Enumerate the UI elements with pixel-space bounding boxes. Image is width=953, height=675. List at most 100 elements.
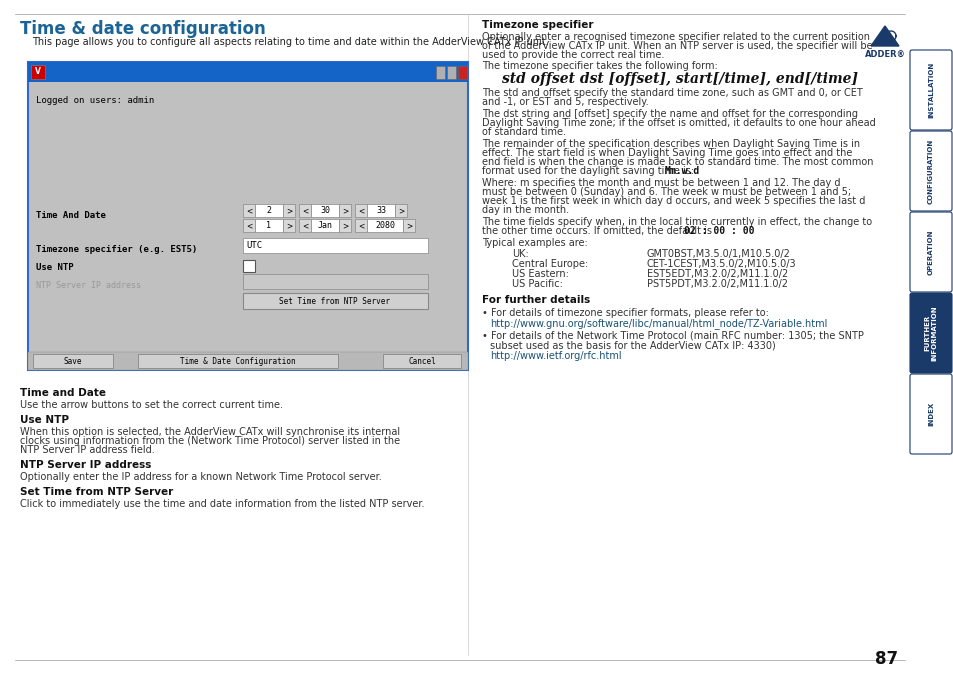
Text: Optionally enter the IP address for a known Network Time Protocol server.: Optionally enter the IP address for a kn… <box>20 472 381 482</box>
Bar <box>367 219 402 232</box>
Text: >: > <box>286 221 292 230</box>
Bar <box>33 354 112 368</box>
Bar <box>243 219 254 232</box>
Bar <box>382 354 460 368</box>
Text: <: < <box>357 221 364 230</box>
Text: Cancel: Cancel <box>408 356 436 365</box>
Text: The remainder of the specification describes when Daylight Saving Time is in: The remainder of the specification descr… <box>481 139 860 149</box>
Bar <box>355 204 367 217</box>
Bar <box>457 66 467 79</box>
Bar <box>30 65 45 79</box>
Text: UK:: UK: <box>512 249 528 259</box>
Bar <box>28 62 468 370</box>
Text: Central Europe:: Central Europe: <box>512 259 588 269</box>
Text: 1: 1 <box>266 221 272 230</box>
Text: >: > <box>405 221 412 230</box>
FancyBboxPatch shape <box>909 131 951 211</box>
Bar <box>283 219 294 232</box>
Text: Logged on users: admin: Logged on users: admin <box>36 96 154 105</box>
Bar <box>338 219 351 232</box>
Text: 87: 87 <box>874 650 897 668</box>
Text: subset used as the basis for the AdderView CATx IP: 4330): subset used as the basis for the AdderVi… <box>490 341 775 351</box>
Text: Save: Save <box>64 356 82 365</box>
Bar <box>243 293 428 309</box>
Text: Jan: Jan <box>317 221 333 230</box>
Text: http://www.ietf.org/rfc.html: http://www.ietf.org/rfc.html <box>490 351 621 361</box>
Polygon shape <box>870 26 898 46</box>
Text: Time and Date: Time and Date <box>20 388 106 398</box>
Text: Timezone specifier (e.g. EST5): Timezone specifier (e.g. EST5) <box>36 246 197 254</box>
Text: Click to immediately use the time and date information from the listed NTP serve: Click to immediately use the time and da… <box>20 499 424 509</box>
Bar <box>395 204 407 217</box>
Text: Set Time from NTP Server: Set Time from NTP Server <box>279 296 390 306</box>
Text: The std and offset specify the standard time zone, such as GMT and 0, or CET: The std and offset specify the standard … <box>481 88 862 98</box>
Text: UTC: UTC <box>246 241 262 250</box>
Bar <box>402 219 415 232</box>
Text: US Eastern:: US Eastern: <box>512 269 568 279</box>
Text: std offset dst [offset], start[/time], end[/time]: std offset dst [offset], start[/time], e… <box>501 72 858 86</box>
Text: >: > <box>341 221 348 230</box>
Text: must be between 0 (Sunday) and 6. The week w must be between 1 and 5;: must be between 0 (Sunday) and 6. The we… <box>481 187 850 197</box>
Text: OPERATION: OPERATION <box>927 230 933 275</box>
Text: The dst string and [offset] specify the name and offset for the corresponding: The dst string and [offset] specify the … <box>481 109 857 119</box>
Text: of the AdderView CATx IP unit. When an NTP server is used, the specifier will be: of the AdderView CATx IP unit. When an N… <box>481 41 872 51</box>
Text: CONFIGURATION: CONFIGURATION <box>927 138 933 204</box>
Text: >: > <box>397 206 404 215</box>
Text: GMT0BST,M3.5.0/1,M10.5.0/2: GMT0BST,M3.5.0/1,M10.5.0/2 <box>646 249 790 259</box>
Text: Use NTP: Use NTP <box>20 415 69 425</box>
Bar <box>243 260 254 272</box>
Bar <box>436 66 444 79</box>
Bar <box>367 204 395 217</box>
Text: INSTALLATION: INSTALLATION <box>927 62 933 118</box>
FancyBboxPatch shape <box>909 212 951 292</box>
Text: NTP Server IP address: NTP Server IP address <box>20 460 152 470</box>
Text: PST5PDT,M3.2.0/2,M11.1.0/2: PST5PDT,M3.2.0/2,M11.1.0/2 <box>646 279 787 289</box>
Text: 2: 2 <box>266 206 272 215</box>
Text: ADDER®: ADDER® <box>863 50 904 59</box>
Bar <box>311 219 338 232</box>
FancyBboxPatch shape <box>909 374 951 454</box>
Text: 33: 33 <box>375 206 386 215</box>
Text: Mm.w.d: Mm.w.d <box>663 166 699 176</box>
Bar <box>447 66 456 79</box>
Text: Time And Date: Time And Date <box>36 211 106 219</box>
Text: NTP Server IP address: NTP Server IP address <box>36 281 141 290</box>
FancyBboxPatch shape <box>909 50 951 130</box>
Text: For further details: For further details <box>481 295 590 305</box>
Text: The time fields specify when, in the local time currently in effect, the change : The time fields specify when, in the loc… <box>481 217 871 227</box>
Bar <box>138 354 337 368</box>
Bar <box>243 204 254 217</box>
Text: 02 : 00 : 00: 02 : 00 : 00 <box>684 226 754 236</box>
Text: Set Time from NTP Server: Set Time from NTP Server <box>20 487 173 497</box>
Bar <box>311 204 338 217</box>
Bar <box>355 219 367 232</box>
Text: Time & date configuration: Time & date configuration <box>20 20 266 38</box>
Text: This page allows you to configure all aspects relating to time and date within t: This page allows you to configure all as… <box>32 37 548 47</box>
Bar <box>243 238 428 253</box>
Text: >: > <box>341 206 348 215</box>
Text: • For details of the Network Time Protocol (main RFC number: 1305; the SNTP: • For details of the Network Time Protoc… <box>481 331 863 341</box>
Text: <: < <box>246 221 252 230</box>
Text: end field is when the change is made back to standard time. The most common: end field is when the change is made bac… <box>481 157 873 167</box>
Text: day in the month.: day in the month. <box>481 205 569 215</box>
Text: Daylight Saving Time zone; if the offset is omitted, it defaults to one hour ahe: Daylight Saving Time zone; if the offset… <box>481 118 875 128</box>
Text: Time & Date Configuration: Time & Date Configuration <box>180 356 295 365</box>
Text: http://www.gnu.org/software/libc/manual/html_node/TZ-Variable.html: http://www.gnu.org/software/libc/manual/… <box>490 318 826 329</box>
Text: and -1, or EST and 5, respectively.: and -1, or EST and 5, respectively. <box>481 97 648 107</box>
Text: week 1 is the first week in which day d occurs, and week 5 specifies the last d: week 1 is the first week in which day d … <box>481 196 864 206</box>
Text: V: V <box>35 68 41 76</box>
Bar <box>338 204 351 217</box>
Bar <box>283 204 294 217</box>
Text: effect. The start field is when Daylight Saving Time goes into effect and the: effect. The start field is when Daylight… <box>481 148 851 158</box>
Text: The timezone specifier takes the following form:: The timezone specifier takes the followi… <box>481 61 717 71</box>
Text: Use the arrow buttons to set the correct current time.: Use the arrow buttons to set the correct… <box>20 400 283 410</box>
Text: the other time occurs. If omitted, the default is: the other time occurs. If omitted, the d… <box>481 226 715 236</box>
Text: <: < <box>301 221 308 230</box>
Text: <: < <box>246 206 252 215</box>
Text: >: > <box>286 206 292 215</box>
Text: Timezone specifier: Timezone specifier <box>481 20 593 30</box>
Text: • For details of timezone specifier formats, please refer to:: • For details of timezone specifier form… <box>481 308 768 318</box>
Text: 2080: 2080 <box>375 221 395 230</box>
Text: clocks using information from the (Network Time Protocol) server listed in the: clocks using information from the (Netwo… <box>20 436 399 446</box>
Text: <: < <box>301 206 308 215</box>
